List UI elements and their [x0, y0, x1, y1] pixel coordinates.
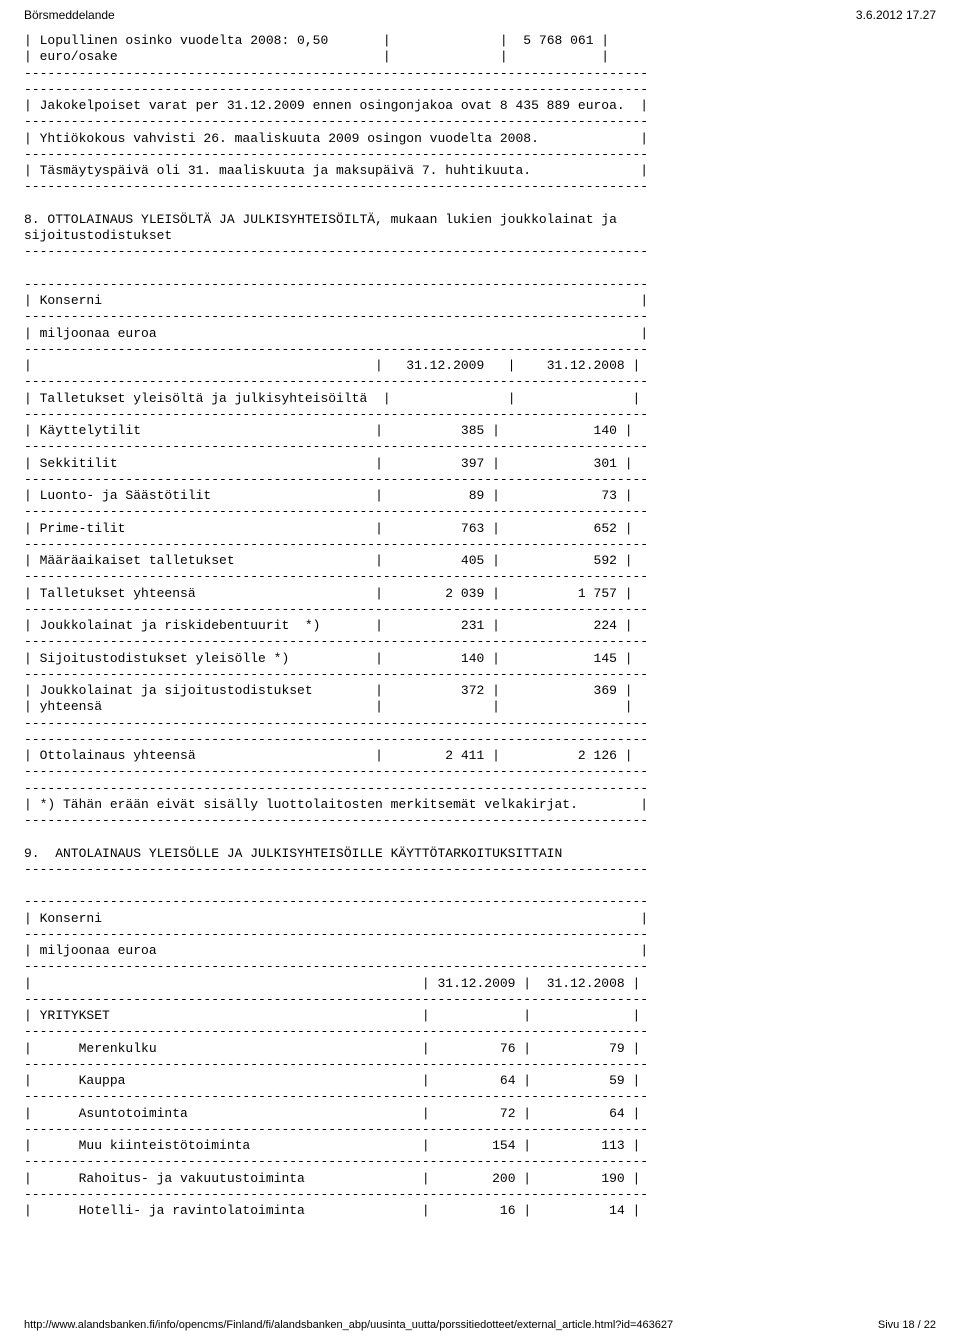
s9-merenkulku-v1: 76	[500, 1041, 516, 1056]
s9-muukii-v2: 113	[601, 1138, 624, 1153]
header-left: Börsmeddelande	[24, 8, 115, 23]
yhtiokokous-line: | Yhtiökokous vahvisti 26. maaliskuuta 2…	[24, 131, 648, 146]
s9-rahoitus-v1: 200	[492, 1171, 515, 1186]
s8-tallyht-v2: 1 757	[578, 586, 617, 601]
s9-muukii-v1: 154	[492, 1138, 515, 1153]
s9-rahoitus-v2: 190	[601, 1171, 624, 1186]
s8-luonto-label: Luonto- ja Säästötilit	[40, 488, 212, 503]
s8-footnote: | *) Tähän erään eivät sisälly luottolai…	[24, 797, 648, 812]
document-body: | Lopullinen osinko vuodelta 2008: 0,50 …	[24, 33, 936, 1219]
section9-konserni: Konserni	[40, 911, 102, 926]
page-header: Börsmeddelande 3.6.2012 17.27	[24, 8, 936, 23]
section8-heading-l2: sijoitustodistukset	[24, 228, 172, 243]
s8-talletukset-header: Talletukset yleisöltä ja julkisyhteisöil…	[40, 391, 368, 406]
s8-prime-v2: 652	[594, 521, 617, 536]
s8-tallyht-v1: 2 039	[445, 586, 484, 601]
s8-kayttelytilit-v1: 385	[461, 423, 484, 438]
s8-joukkosij-v2: 369	[594, 683, 617, 698]
s8-maara-v1: 405	[461, 553, 484, 568]
s8-sekkitilit-label: Sekkitilit	[40, 456, 118, 471]
s9-asunto-v2: 64	[609, 1106, 625, 1121]
s8-maara-label: Määräaikaiset talletukset	[40, 553, 235, 568]
s9-col1: 31.12.2009	[437, 976, 515, 991]
s9-asunto-v1: 72	[500, 1106, 516, 1121]
s8-joukkoriski-v1: 231	[461, 618, 484, 633]
s8-joukkoriski-v2: 224	[594, 618, 617, 633]
dividend-line1-left: | Lopullinen osinko vuodelta 2008: 0,50	[24, 33, 328, 48]
s9-hotelli-label: Hotelli- ja ravintolatoiminta	[79, 1203, 305, 1218]
s8-joukkosij-label: Joukkolainat ja sijoitustodistukset	[40, 683, 313, 698]
s8-joukkosij-l2: yhteensä	[40, 699, 102, 714]
s9-merenkulku-label: Merenkulku	[79, 1041, 157, 1056]
s8-luonto-v1: 89	[469, 488, 485, 503]
s8-col2: 31.12.2008	[547, 358, 625, 373]
footer-page: Sivu 18 / 22	[878, 1319, 936, 1333]
s9-hotelli-v1: 16	[500, 1203, 516, 1218]
dividend-line2: | euro/osake	[24, 49, 118, 64]
s8-sekkitilit-v1: 397	[461, 456, 484, 471]
s8-prime-v1: 763	[461, 521, 484, 536]
s9-hotelli-v2: 14	[609, 1203, 625, 1218]
header-right: 3.6.2012 17.27	[856, 8, 936, 23]
page-footer: http://www.alandsbanken.fi/info/opencms/…	[24, 1319, 936, 1333]
s8-maara-v2: 592	[594, 553, 617, 568]
section8-heading-l1: 8. OTTOLAINAUS YLEISÖLTÄ JA JULKISYHTEIS…	[24, 212, 617, 227]
s8-joukkosij-v1: 372	[461, 683, 484, 698]
s8-sekkitilit-v2: 301	[594, 456, 617, 471]
section9-heading: 9. ANTOLAINAUS YLEISÖLLE JA JULKISYHTEIS…	[24, 846, 562, 861]
s8-tallyht-label: Talletukset yhteensä	[40, 586, 196, 601]
jakokelpoiset-line: | Jakokelpoiset varat per 31.12.2009 enn…	[24, 98, 648, 113]
s9-rahoitus-label: Rahoitus- ja vakuutustoiminta	[79, 1171, 305, 1186]
s8-col1: 31.12.2009	[406, 358, 484, 373]
s9-merenkulku-v2: 79	[609, 1041, 625, 1056]
s9-kauppa-label: Kauppa	[79, 1073, 126, 1088]
footer-url: http://www.alandsbanken.fi/info/opencms/…	[24, 1319, 673, 1333]
s8-kayttelytilit-v2: 140	[594, 423, 617, 438]
s9-kauppa-v2: 59	[609, 1073, 625, 1088]
section8-konserni: Konserni	[40, 293, 102, 308]
s9-asunto-label: Asuntotoiminta	[79, 1106, 188, 1121]
s9-kauppa-v1: 64	[500, 1073, 516, 1088]
s8-sijyl-v2: 145	[594, 651, 617, 666]
s8-joukkoriski-label: Joukkolainat ja riskidebentuurit *)	[40, 618, 321, 633]
page: Börsmeddelande 3.6.2012 17.27 | Lopullin…	[0, 0, 960, 1341]
s8-luonto-v2: 73	[601, 488, 617, 503]
s9-yritykset: YRITYKSET	[40, 1008, 110, 1023]
s8-ottoyht-v1: 2 411	[445, 748, 484, 763]
dividend-line1-right: 5 768 061 |	[523, 33, 609, 48]
s9-col2: 31.12.2008	[547, 976, 625, 991]
s8-prime-label: Prime-tilit	[40, 521, 126, 536]
section8-miljoonaa: miljoonaa euroa	[40, 326, 157, 341]
s8-kayttelytilit-label: Käyttelytilit	[40, 423, 141, 438]
s8-ottoyht-v2: 2 126	[578, 748, 617, 763]
s8-ottoyht-label: Ottolainaus yhteensä	[40, 748, 196, 763]
s8-sijyl-label: Sijoitustodistukset yleisölle *)	[40, 651, 290, 666]
s8-sijyl-v1: 140	[461, 651, 484, 666]
tasmaytys-line: | Täsmäytyspäivä oli 31. maaliskuuta ja …	[24, 163, 648, 178]
s9-muukii-label: Muu kiinteistötoiminta	[79, 1138, 251, 1153]
section9-miljoonaa: miljoonaa euroa	[40, 943, 157, 958]
